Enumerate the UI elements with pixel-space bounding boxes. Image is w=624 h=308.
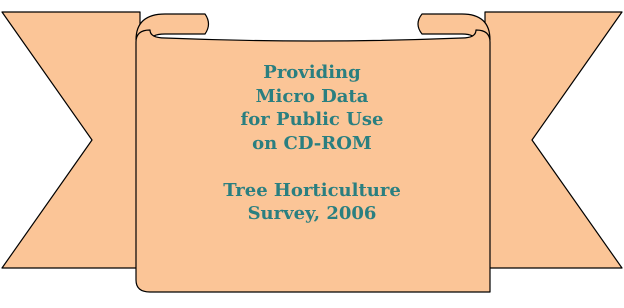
left-tail bbox=[2, 12, 140, 268]
ribbon-banner: Providing Micro Data for Public Use on C… bbox=[0, 0, 624, 308]
right-tail bbox=[485, 12, 622, 268]
banner-line: on CD-ROM bbox=[252, 133, 372, 154]
banner-line: Micro Data bbox=[256, 86, 369, 107]
banner-line: Providing bbox=[263, 62, 361, 83]
banner-line: Survey, 2006 bbox=[248, 203, 377, 224]
page: Providing Micro Data for Public Use on C… bbox=[0, 0, 624, 308]
banner-line: for Public Use bbox=[241, 109, 384, 130]
banner-line: Tree Horticulture bbox=[223, 180, 401, 201]
